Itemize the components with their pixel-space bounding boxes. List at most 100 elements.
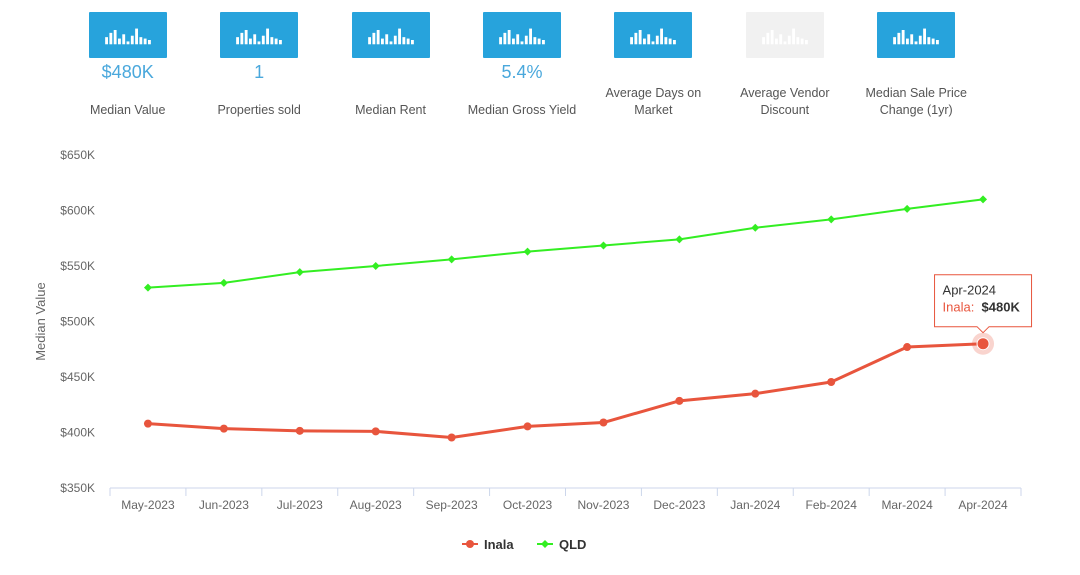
x-tick-label: Mar-2024 [881,498,933,512]
stat-label: Properties sold [217,103,301,117]
data-point-qld [219,278,228,287]
bar-chart-icon[interactable] [482,12,561,58]
stat-tile[interactable]: $480K Median Value [62,12,193,132]
stat-value: $480K [101,62,154,82]
stat-tile[interactable]: Median Rent [325,12,456,132]
bar-chart-icon-bar [906,38,910,45]
data-point-inala [599,418,608,427]
bar-chart-icon-bar [804,40,808,45]
legend-swatch-marker [541,540,549,548]
y-tick-label: $600K [60,204,95,218]
data-point-qld [447,255,456,264]
bar-chart-icon-bar [669,38,672,45]
bar-chart-icon-bar [541,40,545,45]
x-tick-label: Jul-2023 [277,498,323,512]
stat-value: 1 [254,62,265,82]
bar-chart-icon-bar [796,37,800,45]
bar-chart-icon-bar [537,38,541,45]
bar-chart-icon-bar [630,37,634,45]
legend-label: Inala [484,537,514,552]
bar-chart-icon[interactable] [220,12,299,58]
data-point-qld [599,241,608,250]
bar-chart-icon-bar [507,30,511,45]
stat-tile[interactable]: Average Days on Market [588,12,719,132]
x-tick-label: Jan-2024 [730,498,780,512]
bar-chart-icon[interactable] [877,12,956,58]
bar-chart-icon-bar [779,34,782,45]
data-point-inala [219,424,228,433]
bar-chart-icon-bar [927,37,931,45]
bar-chart-icon-bar [126,41,130,45]
stat-tile[interactable]: Median Sale Price Change (1yr) [851,12,982,132]
y-tick-label: $350K [60,481,95,495]
bar-chart-icon-bar [147,40,151,45]
bar-chart-icon-bar [639,30,642,45]
bar-chart-icon-bar [393,35,397,45]
data-point-qld [903,204,912,213]
bar-chart-icon-bar [634,32,638,45]
bar-chart-icon-bar [376,30,380,45]
bar-chart-icon[interactable] [745,12,824,58]
data-point-inala [523,422,532,431]
bar-chart-icon-bar [270,37,274,45]
bar-chart-icon-bar [139,37,142,45]
bar-chart-icon-bar [236,37,240,45]
bar-chart-icon-bar [397,28,401,45]
stat-tiles: $480K Median Value 1 Properties sold Median … [62,12,982,132]
bar-chart-icon-bar [389,41,392,45]
bar-chart-icon-bar [893,37,897,45]
bar-chart-icon-bar [257,41,261,45]
bar-chart-icon-bar [660,28,664,45]
data-point-inala [371,427,380,436]
bar-chart-icon-bar [936,40,940,45]
data-point-inala [447,433,456,442]
stat-label: Average Days on Market [605,86,702,117]
bar-chart-icon-bar [109,32,112,45]
tooltip-series: Inala: [943,300,975,315]
bar-chart-icon-bar [791,28,795,45]
data-point-qld [295,268,304,277]
data-point-inala [903,343,912,352]
bar-chart-icon-bar [766,32,770,45]
bar-chart-icon-bar [406,38,410,45]
bar-chart-icon[interactable] [88,12,167,58]
bar-chart-icon-bar [279,40,282,45]
legend-swatch-marker [466,540,474,548]
x-tick-label: May-2023 [121,498,175,512]
x-tick-label: Jun-2023 [199,498,249,512]
bar-chart-icon-bar [643,38,647,45]
data-point-inala [143,419,152,428]
series-line-qld [146,198,985,289]
bar-chart-icon[interactable] [351,12,430,58]
bar-chart-icon-bar [647,34,651,45]
bar-chart-icon-bar [410,40,414,45]
stat-label: Average Vendor Discount [740,86,830,117]
bar-chart-icon-bar [274,38,278,45]
stat-label: Median Sale Price Change (1yr) [865,86,967,117]
x-tick-label: Dec-2023 [653,498,705,512]
bar-chart-icon-bar [121,34,125,45]
bar-chart-icon-bar [503,32,507,45]
bar-chart-icon-bar [919,35,922,45]
stat-label: Median Value [89,103,166,117]
bar-chart-icon-bar [371,32,375,45]
tooltip-category: Apr-2024 [943,283,996,298]
stat-tile[interactable]: 1 Properties sold [193,12,324,132]
bar-chart-icon-bar [774,38,778,45]
data-point-inala [751,389,760,398]
bar-chart-icon-bar [249,38,252,45]
stat-tile[interactable]: Average Vendor Discount [719,12,850,132]
bar-chart-icon-bar [656,35,660,45]
data-point-qld [371,262,380,270]
y-tick-label: $650K [60,148,95,162]
data-point-qld [523,247,532,256]
bar-chart-icon-bar [511,38,515,45]
bar-chart-icon-bar [380,38,384,45]
bar-chart-icon-bar [113,30,117,45]
bar-chart-icon[interactable] [614,12,693,58]
x-tick-label: Nov-2023 [577,498,629,512]
bar-chart-icon-bar [261,35,265,45]
stat-tile[interactable]: 5.4% Median Gross Yield [456,12,587,132]
bar-chart-icon-bar [253,34,257,45]
y-axis-title: Median Value [33,282,48,361]
